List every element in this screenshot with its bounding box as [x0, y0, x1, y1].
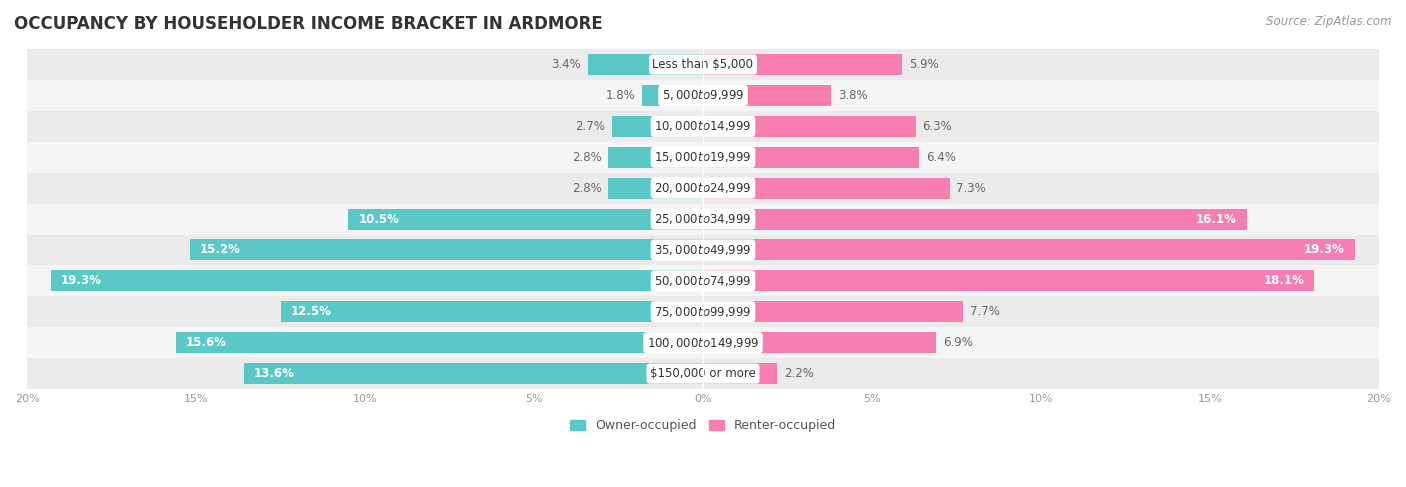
Text: 15.2%: 15.2%: [200, 244, 240, 257]
Bar: [349, 208, 703, 229]
Bar: [27, 173, 1379, 204]
Bar: [27, 142, 1379, 173]
Text: $25,000 to $34,999: $25,000 to $34,999: [654, 212, 752, 226]
Text: 13.6%: 13.6%: [253, 367, 295, 380]
Text: 5.9%: 5.9%: [910, 58, 939, 71]
Bar: [703, 178, 949, 199]
Text: 2.8%: 2.8%: [572, 151, 602, 164]
Bar: [609, 178, 703, 199]
Bar: [643, 85, 703, 106]
Text: 7.3%: 7.3%: [956, 182, 986, 195]
Text: 2.7%: 2.7%: [575, 120, 605, 133]
Text: 6.4%: 6.4%: [927, 151, 956, 164]
Bar: [27, 358, 1379, 389]
Text: $100,000 to $149,999: $100,000 to $149,999: [647, 336, 759, 350]
Text: 1.8%: 1.8%: [606, 89, 636, 102]
Bar: [27, 80, 1379, 111]
Text: 6.9%: 6.9%: [943, 336, 973, 349]
Text: 6.3%: 6.3%: [922, 120, 952, 133]
Bar: [703, 147, 920, 168]
Text: $5,000 to $9,999: $5,000 to $9,999: [662, 89, 744, 102]
Bar: [703, 363, 778, 384]
Bar: [609, 147, 703, 168]
Bar: [51, 270, 703, 291]
Text: Source: ZipAtlas.com: Source: ZipAtlas.com: [1267, 15, 1392, 28]
Text: 10.5%: 10.5%: [359, 212, 399, 225]
Text: $35,000 to $49,999: $35,000 to $49,999: [654, 243, 752, 257]
Bar: [27, 111, 1379, 142]
Bar: [703, 85, 831, 106]
Text: $50,000 to $74,999: $50,000 to $74,999: [654, 274, 752, 288]
Bar: [612, 116, 703, 137]
Bar: [703, 54, 903, 75]
Text: $150,000 or more: $150,000 or more: [650, 367, 756, 380]
Bar: [703, 332, 936, 353]
Text: $10,000 to $14,999: $10,000 to $14,999: [654, 119, 752, 133]
Bar: [703, 116, 915, 137]
Text: $75,000 to $99,999: $75,000 to $99,999: [654, 305, 752, 319]
Text: 15.6%: 15.6%: [186, 336, 228, 349]
Text: Less than $5,000: Less than $5,000: [652, 58, 754, 71]
Text: 7.7%: 7.7%: [970, 305, 1000, 318]
Bar: [176, 332, 703, 353]
Bar: [27, 327, 1379, 358]
Bar: [190, 240, 703, 261]
Bar: [703, 240, 1355, 261]
Text: 2.2%: 2.2%: [785, 367, 814, 380]
Bar: [588, 54, 703, 75]
Text: 3.8%: 3.8%: [838, 89, 868, 102]
Text: 18.1%: 18.1%: [1264, 274, 1305, 287]
Text: 2.8%: 2.8%: [572, 182, 602, 195]
Text: 19.3%: 19.3%: [60, 274, 103, 287]
Text: 3.4%: 3.4%: [551, 58, 582, 71]
Text: $15,000 to $19,999: $15,000 to $19,999: [654, 150, 752, 164]
Bar: [703, 270, 1315, 291]
Text: 12.5%: 12.5%: [291, 305, 332, 318]
Bar: [27, 49, 1379, 80]
Text: 19.3%: 19.3%: [1303, 244, 1346, 257]
Bar: [27, 265, 1379, 296]
Bar: [281, 301, 703, 322]
Bar: [27, 204, 1379, 235]
Legend: Owner-occupied, Renter-occupied: Owner-occupied, Renter-occupied: [565, 414, 841, 437]
Bar: [27, 296, 1379, 327]
Text: OCCUPANCY BY HOUSEHOLDER INCOME BRACKET IN ARDMORE: OCCUPANCY BY HOUSEHOLDER INCOME BRACKET …: [14, 15, 603, 33]
Bar: [703, 208, 1247, 229]
Bar: [703, 301, 963, 322]
Text: 16.1%: 16.1%: [1197, 212, 1237, 225]
Bar: [243, 363, 703, 384]
Text: $20,000 to $24,999: $20,000 to $24,999: [654, 181, 752, 195]
Bar: [27, 235, 1379, 265]
